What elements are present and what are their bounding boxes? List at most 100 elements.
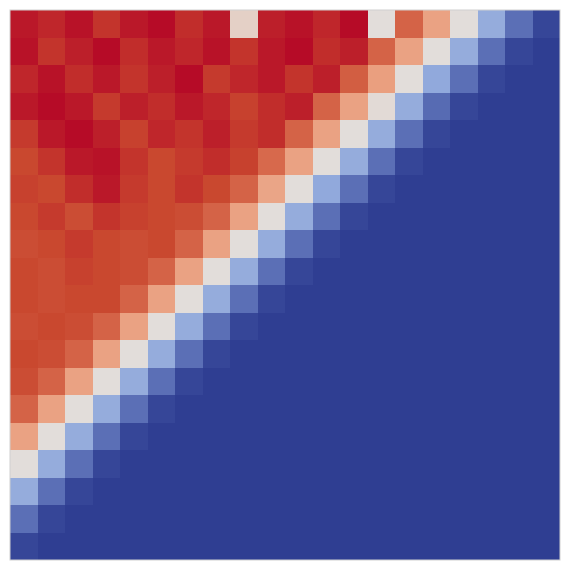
heat-cell bbox=[230, 175, 258, 203]
heat-cell bbox=[340, 230, 368, 258]
heat-cell bbox=[505, 175, 533, 203]
heat-cell bbox=[533, 313, 561, 341]
heat-cell bbox=[285, 505, 313, 533]
heat-cell bbox=[148, 368, 176, 396]
heat-cell bbox=[38, 478, 66, 506]
heat-cell bbox=[93, 285, 121, 313]
heat-cell bbox=[258, 230, 286, 258]
heat-cell bbox=[148, 313, 176, 341]
heat-cell bbox=[93, 93, 121, 121]
heat-cell bbox=[38, 230, 66, 258]
heat-cell bbox=[450, 258, 478, 286]
heat-cell bbox=[533, 175, 561, 203]
heat-cell bbox=[175, 38, 203, 66]
heat-cell bbox=[230, 65, 258, 93]
heat-cell bbox=[368, 368, 396, 396]
heat-cell bbox=[175, 93, 203, 121]
heat-cell bbox=[423, 478, 451, 506]
heat-cell bbox=[175, 230, 203, 258]
heat-cell bbox=[505, 285, 533, 313]
heat-cell bbox=[120, 285, 148, 313]
heat-cell bbox=[533, 230, 561, 258]
heat-cell bbox=[148, 450, 176, 478]
heat-cell bbox=[148, 533, 176, 561]
heat-cell bbox=[340, 285, 368, 313]
heat-cell bbox=[340, 313, 368, 341]
heat-cell bbox=[313, 203, 341, 231]
heat-cell bbox=[533, 450, 561, 478]
heat-cell bbox=[340, 478, 368, 506]
heat-cell bbox=[10, 395, 38, 423]
heat-cell bbox=[450, 65, 478, 93]
heat-cell bbox=[10, 230, 38, 258]
heat-cell bbox=[313, 10, 341, 38]
heat-cell bbox=[175, 10, 203, 38]
heat-cell bbox=[93, 505, 121, 533]
heat-cell bbox=[340, 93, 368, 121]
heat-cell bbox=[93, 10, 121, 38]
heat-cell bbox=[395, 313, 423, 341]
heat-cell bbox=[505, 478, 533, 506]
heat-cell bbox=[340, 368, 368, 396]
heat-cell bbox=[368, 478, 396, 506]
heat-cell bbox=[368, 395, 396, 423]
heat-cell bbox=[368, 93, 396, 121]
heat-cell bbox=[423, 65, 451, 93]
heat-cell bbox=[285, 120, 313, 148]
heat-cell bbox=[120, 450, 148, 478]
heat-cell bbox=[285, 313, 313, 341]
heat-cell bbox=[148, 505, 176, 533]
heat-cell bbox=[230, 450, 258, 478]
heat-cell bbox=[478, 313, 506, 341]
heat-cell bbox=[120, 505, 148, 533]
heat-cell bbox=[395, 38, 423, 66]
heat-cell bbox=[38, 505, 66, 533]
heat-cell bbox=[65, 395, 93, 423]
heat-cell bbox=[10, 258, 38, 286]
heat-cell bbox=[285, 368, 313, 396]
heat-cell bbox=[285, 230, 313, 258]
heat-cell bbox=[313, 258, 341, 286]
heat-cell bbox=[533, 120, 561, 148]
heat-cell bbox=[258, 478, 286, 506]
heat-cell bbox=[203, 478, 231, 506]
heat-cell bbox=[478, 175, 506, 203]
heat-cell bbox=[368, 285, 396, 313]
heat-cell bbox=[65, 175, 93, 203]
heat-cell bbox=[10, 368, 38, 396]
heat-cell bbox=[395, 505, 423, 533]
heat-cell bbox=[230, 505, 258, 533]
heat-cell bbox=[533, 65, 561, 93]
heat-cell bbox=[10, 423, 38, 451]
heat-cell bbox=[148, 93, 176, 121]
heat-cell bbox=[285, 395, 313, 423]
heat-cell bbox=[230, 10, 258, 38]
heat-cell bbox=[10, 203, 38, 231]
heat-cell bbox=[423, 38, 451, 66]
heat-cell bbox=[65, 505, 93, 533]
heat-cell bbox=[368, 230, 396, 258]
heat-cell bbox=[175, 368, 203, 396]
heat-cell bbox=[10, 120, 38, 148]
heat-cell bbox=[175, 313, 203, 341]
heat-cell bbox=[478, 120, 506, 148]
heat-cell bbox=[120, 533, 148, 561]
heat-cell bbox=[65, 478, 93, 506]
heat-cell bbox=[395, 65, 423, 93]
heat-cell bbox=[10, 313, 38, 341]
heat-cell bbox=[505, 340, 533, 368]
heat-cell bbox=[230, 285, 258, 313]
chart-svg bbox=[0, 0, 570, 570]
heat-cell bbox=[93, 175, 121, 203]
heat-cell bbox=[65, 368, 93, 396]
heat-cell bbox=[313, 230, 341, 258]
heat-cell bbox=[395, 175, 423, 203]
heat-cell bbox=[65, 340, 93, 368]
heat-cell bbox=[423, 368, 451, 396]
heat-cell bbox=[175, 450, 203, 478]
heat-cell bbox=[368, 175, 396, 203]
heat-cell bbox=[368, 533, 396, 561]
heat-cell bbox=[258, 340, 286, 368]
heat-cell bbox=[450, 368, 478, 396]
heat-cell bbox=[258, 313, 286, 341]
